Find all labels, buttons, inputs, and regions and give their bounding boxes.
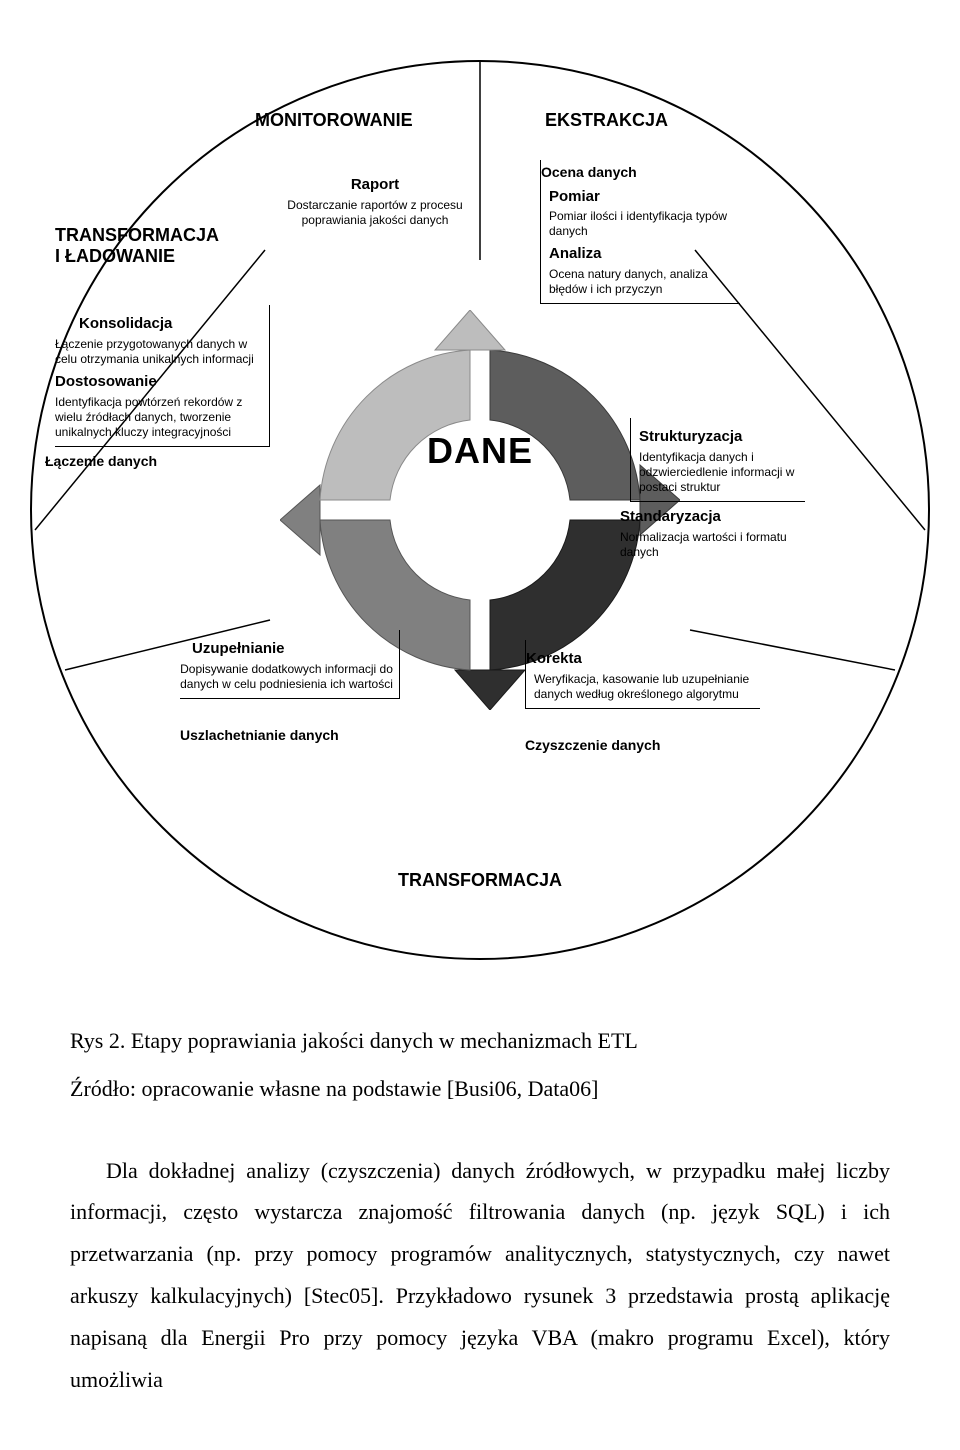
- analiza-desc: Ocena natury danych, analiza błędów i ic…: [549, 267, 740, 297]
- pomiar-title: Pomiar: [549, 188, 740, 207]
- konsolidacja-box: Konsolidacja Łączenie przygotowanych dan…: [55, 305, 270, 470]
- korekta-box: Korekta Weryfikacja, kasowanie lub uzupe…: [525, 640, 760, 754]
- korekta-desc: Weryfikacja, kasowanie lub uzupełnianie …: [534, 672, 760, 702]
- raport-desc: Dostarczanie raportów z procesu poprawia…: [280, 198, 470, 228]
- dostosowanie-desc: Identyfikacja powtórzeń rekordów z wielu…: [55, 395, 261, 440]
- sector-label-tl-line2: I ŁADOWANIE: [55, 246, 175, 266]
- uszlachetnianie-section: Uszlachetnianie danych: [180, 727, 400, 745]
- center-label-dane: DANE: [427, 430, 533, 472]
- figure-caption: Rys 2. Etapy poprawiania jakości danych …: [70, 1020, 890, 1062]
- figure-source: Źródło: opracowanie własne na podstawie …: [70, 1068, 890, 1110]
- laczenie-danych-label: Łączenie danych: [45, 453, 270, 471]
- ocena-danych-box: Ocena danych Pomiar Pomiar ilości i iden…: [540, 160, 740, 304]
- uzupelnianie-box: Uzupełnianie Dopisywanie dodatkowych inf…: [180, 630, 400, 744]
- ocena-danych-section: Ocena danych: [541, 164, 740, 182]
- sector-label-monitorowanie: MONITOROWANIE: [255, 110, 413, 131]
- korekta-title: Korekta: [526, 650, 760, 669]
- sector-label-transformacja: TRANSFORMACJA: [398, 870, 562, 891]
- body-paragraph: Dla dokładnej analizy (czyszczenia) dany…: [70, 1150, 890, 1401]
- strukturyzacja-desc: Identyfikacja danych i odzwierciedlenie …: [639, 450, 805, 495]
- analiza-title: Analiza: [549, 245, 740, 264]
- uzupelnianie-title: Uzupełnianie: [192, 640, 393, 659]
- raport-title: Raport: [280, 176, 470, 195]
- sector-label-tl-line1: TRANSFORMACJA: [55, 225, 219, 245]
- etl-circle-diagram: MONITOROWANIE EKSTRAKCJA TRANSFORMACJA I…: [0, 0, 960, 1020]
- dostosowanie-title: Dostosowanie: [55, 373, 261, 392]
- standaryzacja-desc: Normalizacja wartości i formatu danych: [620, 530, 805, 560]
- raport-box: Raport Dostarczanie raportów z procesu p…: [280, 170, 470, 228]
- konsolidacja-title: Konsolidacja: [79, 315, 261, 334]
- czyszczenie-section: Czyszczenie danych: [525, 737, 760, 755]
- pomiar-desc: Pomiar ilości i identyfikacja typów dany…: [549, 209, 740, 239]
- sector-label-transformacja-ladowanie: TRANSFORMACJA I ŁADOWANIE: [55, 225, 235, 267]
- strukturyzacja-title: Strukturyzacja: [639, 428, 805, 447]
- strukturyzacja-box: Strukturyzacja Identyfikacja danych i od…: [630, 418, 805, 560]
- body-text-block: Rys 2. Etapy poprawiania jakości danych …: [0, 1020, 960, 1430]
- sector-label-ekstrakcja: EKSTRAKCJA: [545, 110, 668, 131]
- konsolidacja-desc: Łączenie przygotowanych danych w celu ot…: [55, 337, 261, 367]
- uzupelnianie-desc: Dopisywanie dodatkowych informacji do da…: [180, 662, 393, 692]
- standaryzacja-title: Standaryzacja: [620, 508, 805, 527]
